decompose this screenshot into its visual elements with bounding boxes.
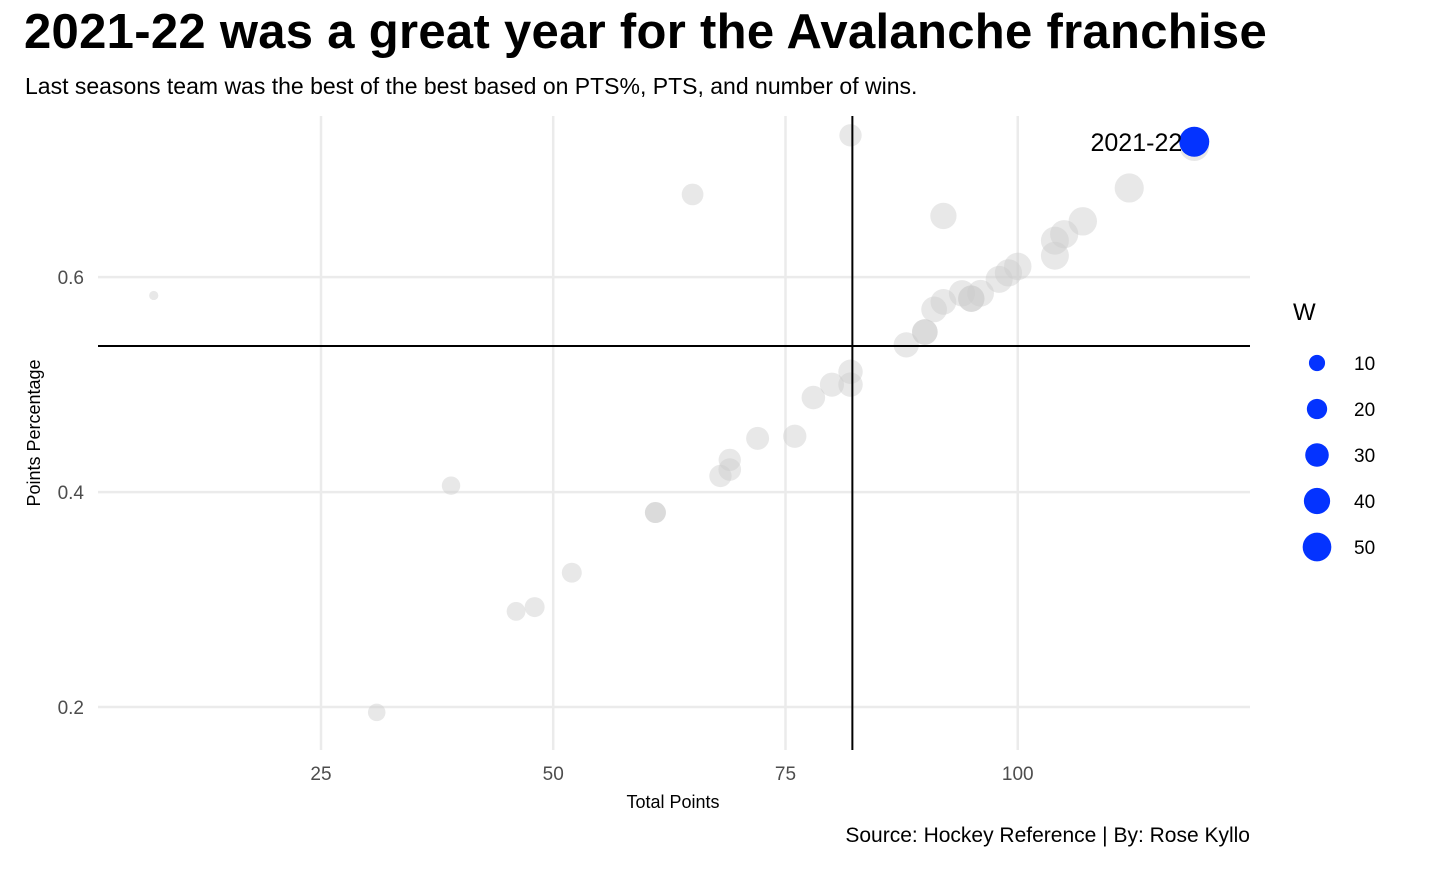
legend-key <box>1308 354 1326 372</box>
data-point <box>893 332 919 358</box>
size-legend: W 10 20 30 40 50 <box>1293 299 1375 562</box>
legend-key <box>1305 443 1329 467</box>
data-point <box>1040 226 1069 255</box>
data-point <box>783 424 807 448</box>
x-axis-title: Total Points <box>626 792 719 812</box>
x-tick-label: 75 <box>775 764 796 785</box>
legend-key <box>1306 398 1328 420</box>
data-point <box>746 426 770 450</box>
data-point <box>506 601 526 621</box>
data-point <box>948 280 976 307</box>
data-point <box>967 279 994 307</box>
data-point <box>681 183 704 206</box>
legend-label: 10 <box>1354 354 1375 375</box>
highlight-label: 2021-22 <box>1091 129 1183 157</box>
data-point <box>930 202 957 230</box>
reference-lines <box>98 116 1250 750</box>
data-point <box>524 597 545 618</box>
data-point <box>911 319 938 345</box>
data-point <box>839 124 862 147</box>
y-tick-label: 0.6 <box>58 268 84 289</box>
data-points <box>149 124 1210 722</box>
data-point <box>1114 173 1144 203</box>
x-tick-label: 25 <box>310 764 331 785</box>
data-point <box>709 464 732 488</box>
data-point <box>1068 207 1097 236</box>
y-tick-label: 0.4 <box>58 483 85 504</box>
legend-key <box>1303 487 1331 515</box>
data-point <box>1050 220 1079 249</box>
data-point <box>958 285 985 312</box>
legend-label: 50 <box>1354 538 1375 559</box>
data-point <box>958 285 985 312</box>
data-point <box>644 501 666 524</box>
data-point <box>561 562 582 583</box>
data-point <box>644 501 666 524</box>
data-point <box>994 259 1023 287</box>
legend-title: W <box>1293 299 1316 326</box>
data-point <box>367 703 386 722</box>
highlight-point <box>1179 126 1210 157</box>
legend-label: 20 <box>1354 400 1375 421</box>
data-point <box>930 289 957 315</box>
gridlines <box>98 116 1250 750</box>
legend-label: 40 <box>1354 492 1375 513</box>
data-point <box>819 372 845 397</box>
legend-label: 30 <box>1354 446 1375 467</box>
data-point <box>718 458 742 481</box>
data-point <box>912 319 938 345</box>
data-point <box>985 265 1013 293</box>
data-point <box>441 476 461 495</box>
data-point <box>838 372 863 397</box>
data-point <box>838 359 863 384</box>
x-tick-label: 50 <box>543 764 564 785</box>
y-tick-label: 0.2 <box>58 698 84 719</box>
data-point <box>801 385 826 410</box>
data-point <box>1040 241 1069 270</box>
data-point <box>1003 252 1032 281</box>
legend-key <box>1302 532 1332 562</box>
chart-subtitle: Last seasons team was the best of the be… <box>25 73 918 99</box>
y-axis-title: Points Percentage <box>24 359 44 506</box>
data-point <box>149 290 159 301</box>
x-tick-label: 100 <box>1002 764 1034 785</box>
chart-title: 2021-22 was a great year for the Avalanc… <box>24 5 1268 59</box>
point-labels: 2021-22 <box>1091 129 1183 157</box>
axes: 25 50 75 100 0.2 0.4 0.6 Total Points Points Per… <box>24 268 1034 812</box>
source-caption: Source: Hockey Reference | By: Rose Kyll… <box>845 824 1250 847</box>
data-point <box>921 296 948 323</box>
data-point <box>718 448 741 472</box>
